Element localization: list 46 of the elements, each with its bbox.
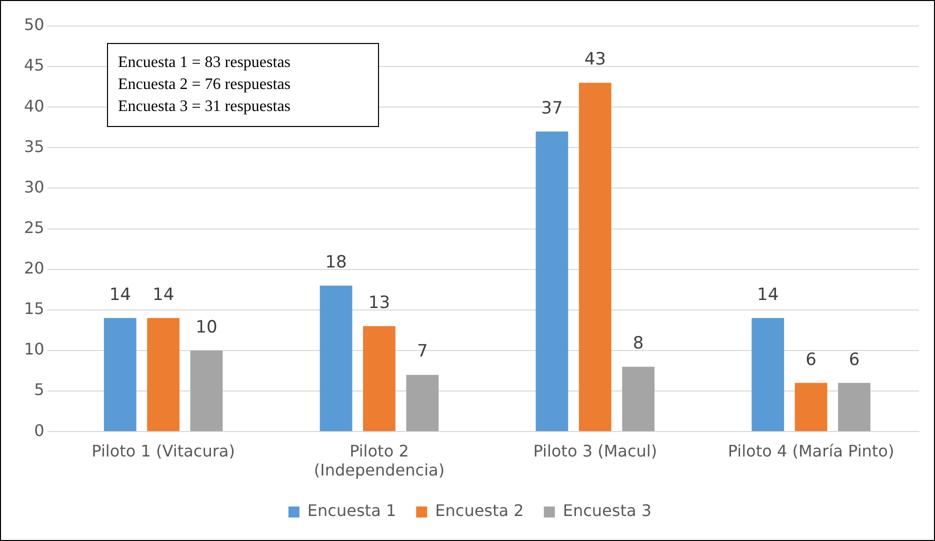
x-tick-label: Piloto 3 (Macul) bbox=[533, 441, 658, 460]
y-tick-label: 45 bbox=[24, 56, 44, 75]
x-tick-label: Piloto 1 (Vitacura) bbox=[92, 441, 235, 460]
data-label: 14 bbox=[109, 284, 131, 305]
bar bbox=[794, 382, 828, 432]
data-label: 43 bbox=[584, 50, 606, 70]
bar bbox=[406, 374, 439, 432]
annotation: Encuesta 1 = 83 respuestas bbox=[118, 53, 292, 73]
data-label: 10 bbox=[196, 317, 218, 338]
legend-label: Encuesta 1 bbox=[307, 501, 396, 520]
data-label: 6 bbox=[806, 350, 816, 370]
bar bbox=[104, 318, 136, 432]
bar bbox=[190, 350, 223, 432]
bar bbox=[536, 131, 568, 432]
data-label: 8 bbox=[632, 334, 644, 354]
y-tick-label: 0 bbox=[34, 420, 44, 440]
y-tick-label: 40 bbox=[24, 96, 44, 116]
x-tick-label: Piloto 2 (Independencia) bbox=[314, 441, 445, 480]
bar bbox=[320, 286, 352, 432]
y-tick-label: 15 bbox=[24, 299, 44, 318]
x-tick-label: Piloto 4 (María Pinto) bbox=[728, 441, 894, 460]
annotation: Encuesta 3 = 31 respuestas bbox=[118, 97, 292, 117]
data-label: 18 bbox=[325, 252, 347, 273]
y-tick-label: 30 bbox=[24, 177, 44, 196]
y-tick-label: 5 bbox=[34, 380, 44, 400]
note-box: Encuesta 1 = 83 respuestas Encuesta 2 = 76 respuestas Encuesta 3 = 31 respuestas bbox=[107, 43, 379, 127]
bar bbox=[752, 318, 784, 432]
bar bbox=[838, 382, 870, 432]
data-label: 37 bbox=[541, 98, 563, 118]
data-label: 6 bbox=[848, 350, 860, 370]
y-tick-label: 25 bbox=[24, 218, 44, 237]
annotation: Encuesta 2 = 76 respuestas bbox=[118, 75, 292, 95]
bar bbox=[363, 326, 396, 432]
legend-label: Encuesta 2 bbox=[435, 501, 524, 520]
data-label: 13 bbox=[368, 293, 390, 314]
bar bbox=[578, 82, 612, 432]
data-label: 14 bbox=[757, 284, 779, 305]
bar bbox=[622, 366, 655, 432]
y-tick-label: 10 bbox=[24, 340, 44, 359]
bar bbox=[147, 318, 180, 432]
data-label: 14 bbox=[152, 284, 174, 305]
y-tick-label: 35 bbox=[24, 136, 44, 156]
y-tick-label: 20 bbox=[24, 258, 44, 278]
data-label: 7 bbox=[416, 342, 428, 362]
y-tick-label: 50 bbox=[24, 15, 44, 34]
legend-label: Encuesta 3 bbox=[562, 501, 652, 520]
